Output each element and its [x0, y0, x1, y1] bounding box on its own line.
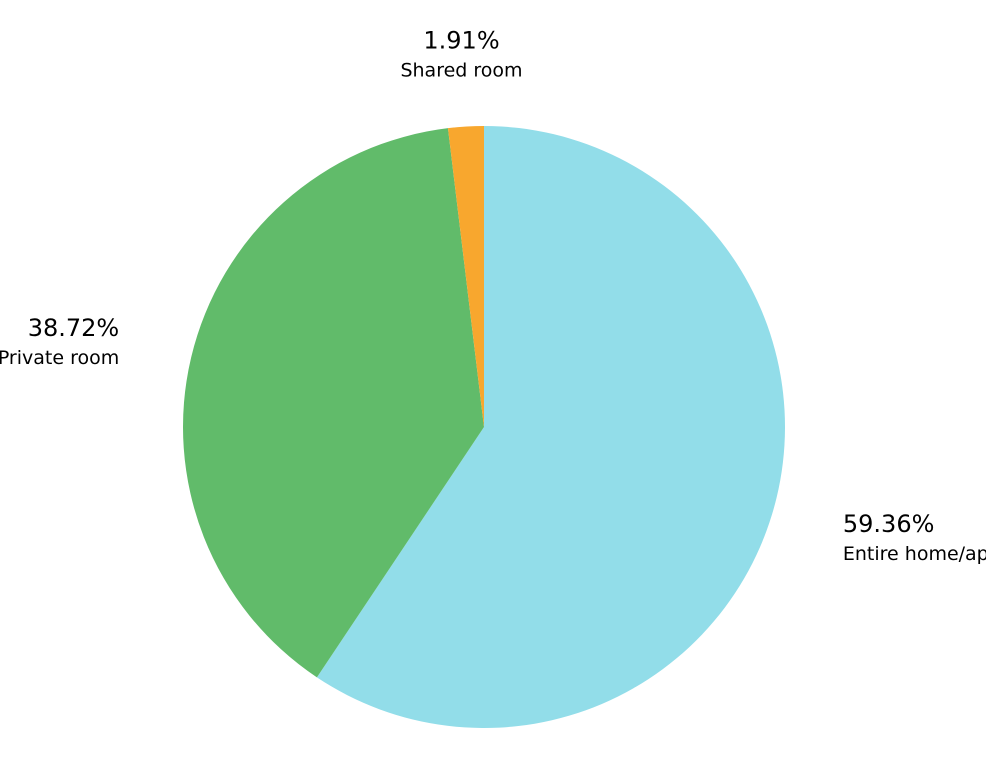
pie-category-label-shared-room: Shared room — [400, 60, 522, 82]
pie-labels: 59.36% Entire home/apt 38.72% Private room 1… — [0, 27, 986, 565]
pie-slices — [182, 126, 785, 728]
pie-slice-private-room — [182, 128, 484, 678]
pie-value-label-entire-home-apt: 59.36% — [843, 510, 935, 538]
pie-slice-shared-room — [447, 126, 484, 427]
pie-value-label-private-room: 38.72% — [28, 314, 120, 342]
pie-value-label-shared-room: 1.91% — [423, 27, 499, 55]
pie-slice-entire-home-apt — [316, 126, 785, 728]
pie-category-label-private-room: Private room — [0, 347, 119, 369]
pie-category-label-entire-home-apt: Entire home/apt — [843, 543, 986, 565]
